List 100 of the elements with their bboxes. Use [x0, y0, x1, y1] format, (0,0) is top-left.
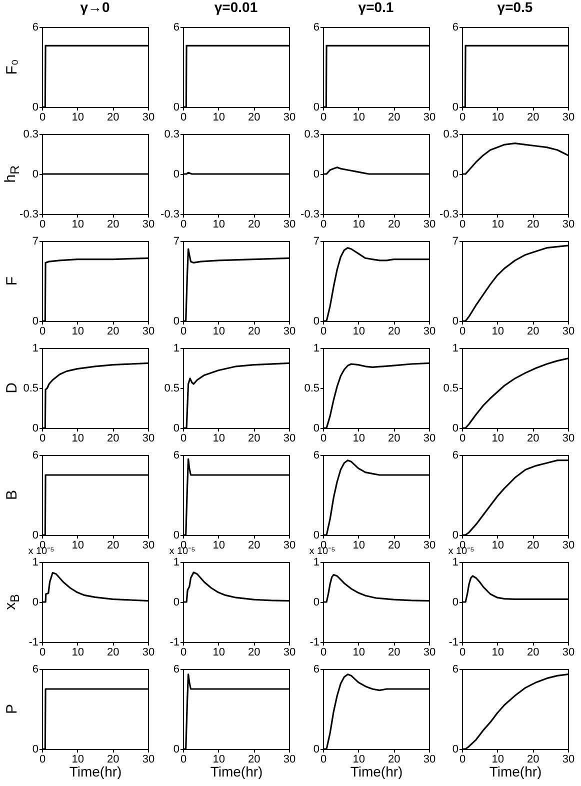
y-tick-label: -1 [448, 636, 458, 648]
x-tick-label: 20 [388, 432, 400, 444]
chart-title: γ=0.5 [497, 0, 533, 15]
x-tick-label: 20 [107, 326, 120, 338]
x-tick-label: 10 [72, 754, 84, 766]
x-tick-label: 10 [72, 218, 84, 230]
x-tick-label: 20 [248, 540, 260, 552]
y-tick-label: -0.3 [20, 208, 38, 220]
y-tick-label: 0.3 [304, 128, 320, 140]
x-tick-label: 10 [72, 112, 84, 124]
text: x 10⁻⁵ [309, 546, 336, 557]
y-tick-label: 0.3 [164, 128, 180, 140]
x-tick-label: 30 [142, 432, 155, 444]
x-tick-label: 30 [423, 432, 436, 444]
y-tick-label: 0.5 [23, 382, 38, 394]
y-tick-label: 0 [173, 168, 180, 180]
x-tick-label: 30 [423, 540, 436, 552]
y-tick-label: 1 [173, 342, 180, 354]
x-tick-label: 30 [283, 754, 296, 766]
x-tick-label: 20 [248, 754, 260, 766]
x-tick-label: 20 [107, 754, 120, 766]
y-tick-label: 6 [452, 450, 458, 462]
y-tick-label: 6 [173, 22, 180, 34]
x-tick-label: 20 [248, 218, 260, 230]
y-tick-label: 0 [452, 168, 458, 180]
y-tick-label: 0 [452, 596, 458, 608]
y-tick-label: 0 [452, 102, 458, 114]
text: x 10⁻⁵ [169, 546, 196, 557]
y-tick-label: 6 [32, 450, 38, 462]
x-tick-label: 10 [352, 218, 365, 230]
x-tick-label: 20 [527, 754, 540, 766]
y-tick-label: 1 [452, 342, 458, 354]
y-tick-label: 0 [173, 316, 180, 328]
x-tick-label: 30 [283, 646, 296, 658]
x-tick-label: 10 [492, 540, 504, 552]
x-tick-label: 30 [142, 112, 155, 124]
text: x 10⁻⁵ [448, 546, 474, 557]
y-tick-label: 1 [452, 556, 458, 568]
x-tick-label: 30 [423, 112, 436, 124]
x-tick-label: 10 [212, 218, 225, 230]
x-tick-label: 10 [72, 326, 84, 338]
y-tick-label: 6 [32, 22, 38, 34]
y-tick-label: -1 [170, 636, 180, 648]
x-tick-label: 30 [142, 754, 155, 766]
y-tick-label: 0 [452, 744, 458, 756]
y-axis-title: B [4, 490, 20, 500]
y-tick-label: 0 [313, 102, 320, 114]
y-tick-label: 1 [313, 556, 320, 568]
y-tick-label: 0 [32, 168, 38, 180]
chart-title: γ→0 [80, 0, 110, 15]
y-tick-label: 7 [32, 236, 38, 248]
y-tick-label: 1 [32, 342, 38, 354]
x-tick-label: 20 [388, 326, 400, 338]
x-tick-label: 20 [248, 646, 260, 658]
x-tick-label: 20 [248, 432, 260, 444]
x-tick-label: 30 [423, 754, 436, 766]
y-tick-label: -0.3 [300, 208, 320, 220]
y-tick-label: 0.5 [164, 382, 180, 394]
x-tick-label: 10 [492, 326, 504, 338]
y-tick-label: 0.5 [304, 382, 320, 394]
y-tick-label: 7 [173, 236, 180, 248]
x-tick-label: 20 [388, 646, 400, 658]
y-tick-label: 0 [32, 102, 38, 114]
y-tick-label: 1 [313, 342, 320, 354]
x-tick-label: 10 [352, 540, 365, 552]
y-tick-label: 0 [173, 422, 180, 434]
y-tick-label: 7 [452, 236, 458, 248]
x-tick-label: 30 [283, 432, 296, 444]
x-tick-label: 30 [562, 432, 575, 444]
y-tick-label: 0 [313, 168, 320, 180]
y-tick-label: 0 [452, 422, 458, 434]
x-tick-label: 10 [352, 326, 365, 338]
y-tick-label: 0 [452, 316, 458, 328]
x-tick-label: 10 [352, 432, 365, 444]
x-tick-label: 20 [388, 540, 400, 552]
x-tick-label: 20 [388, 218, 400, 230]
y-axis-title: F₀ [4, 59, 20, 75]
y-tick-label: 0 [173, 744, 180, 756]
x-tick-label: 30 [423, 218, 436, 230]
y-tick-label: 6 [313, 664, 320, 676]
x-tick-label: 10 [492, 112, 504, 124]
x-tick-label: 30 [423, 646, 436, 658]
x-tick-label: 10 [212, 540, 225, 552]
y-tick-label: 6 [452, 664, 458, 676]
x-tick-label: 20 [107, 218, 120, 230]
x-tick-label: 10 [492, 218, 504, 230]
y-tick-label: -0.3 [440, 208, 458, 220]
x-tick-label: 30 [283, 112, 296, 124]
x-tick-label: 20 [388, 112, 400, 124]
x-tick-label: 10 [212, 112, 225, 124]
y-tick-label: 0 [32, 316, 38, 328]
x-tick-label: 10 [212, 432, 225, 444]
x-tick-label: 10 [72, 540, 84, 552]
x-tick-label: 20 [527, 112, 540, 124]
x-tick-label: 20 [527, 432, 540, 444]
y-tick-label: 0 [313, 596, 320, 608]
x-tick-label: 10 [72, 432, 84, 444]
y-tick-label: 6 [173, 450, 180, 462]
x-tick-label: 10 [352, 754, 365, 766]
y-tick-label: 0.3 [443, 128, 458, 140]
